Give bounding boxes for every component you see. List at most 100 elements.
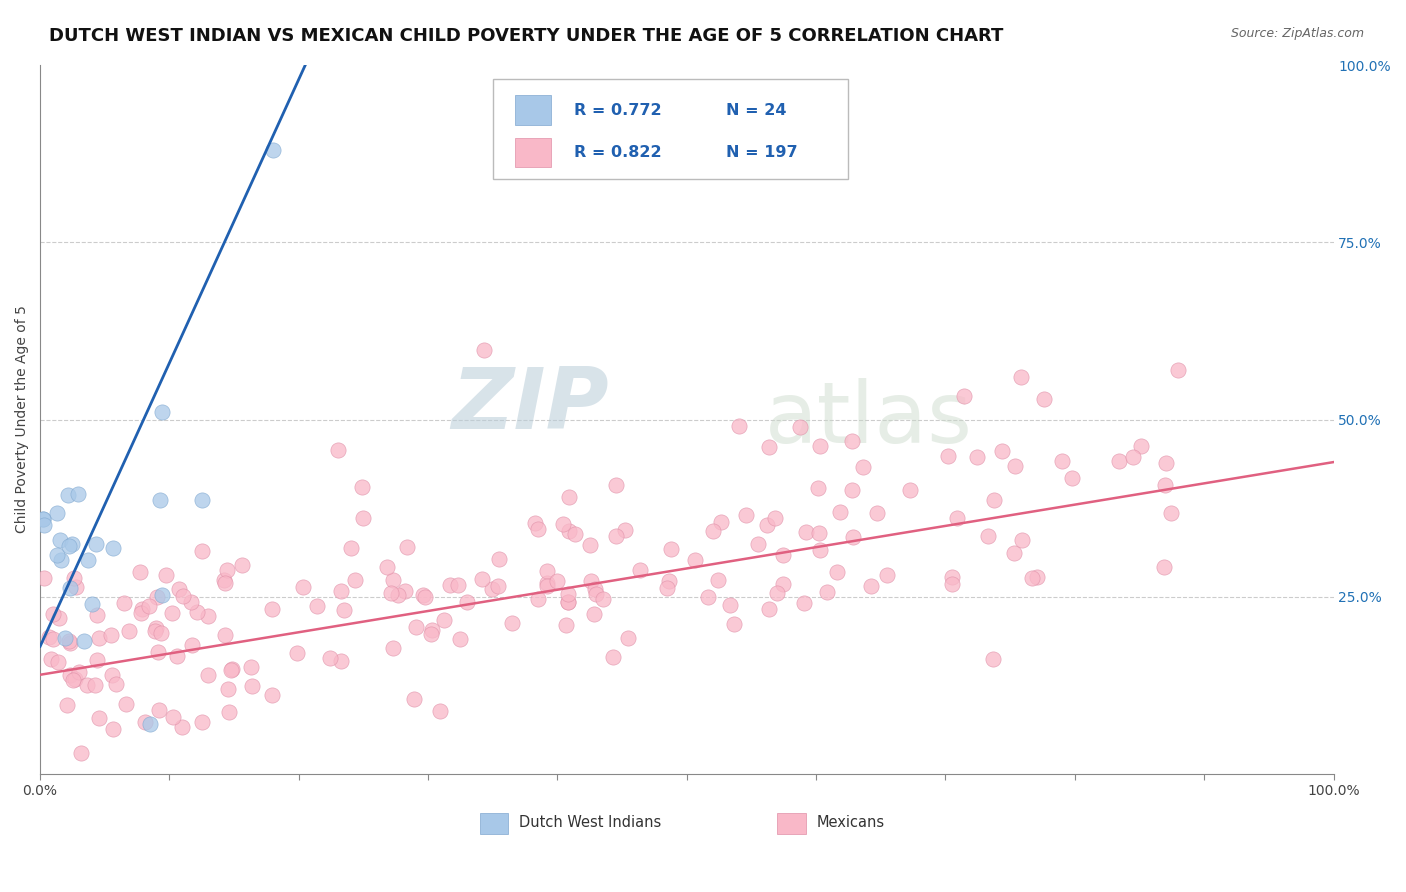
Point xyxy=(326,442,349,457)
Point xyxy=(150,626,173,640)
Point xyxy=(763,511,786,525)
Point xyxy=(1033,392,1056,407)
Point xyxy=(526,591,548,606)
Point xyxy=(191,714,214,729)
Point xyxy=(945,511,967,525)
Point xyxy=(131,602,153,616)
Point xyxy=(605,529,627,543)
Point xyxy=(380,586,402,600)
Point xyxy=(936,449,959,463)
Point xyxy=(86,653,108,667)
Point xyxy=(412,588,434,602)
Point xyxy=(143,624,166,638)
Point xyxy=(1026,570,1049,584)
Point xyxy=(613,523,636,537)
Point xyxy=(65,672,87,686)
Point xyxy=(579,538,602,552)
Point xyxy=(148,703,170,717)
Point xyxy=(180,595,202,609)
Point xyxy=(966,450,988,464)
Point xyxy=(181,638,204,652)
Point xyxy=(262,601,284,615)
Point xyxy=(332,603,354,617)
Point xyxy=(772,577,794,591)
Point xyxy=(766,586,789,600)
Point xyxy=(405,620,427,634)
Point xyxy=(396,541,419,555)
FancyBboxPatch shape xyxy=(778,813,806,834)
Point xyxy=(983,493,1005,508)
Point xyxy=(758,602,780,616)
Point xyxy=(114,697,136,711)
Point xyxy=(1154,456,1177,470)
Point xyxy=(592,591,614,606)
Point xyxy=(217,681,239,696)
Point xyxy=(146,645,169,659)
Point xyxy=(343,573,366,587)
Point xyxy=(702,524,724,538)
Point xyxy=(307,599,329,614)
Point xyxy=(381,641,404,656)
Point xyxy=(581,574,603,588)
Point xyxy=(32,512,55,526)
Point xyxy=(658,574,681,589)
Point xyxy=(1002,546,1025,560)
Point xyxy=(789,419,811,434)
Point xyxy=(747,536,769,550)
Point xyxy=(89,711,111,725)
Point xyxy=(76,678,98,692)
Point xyxy=(852,459,875,474)
Point xyxy=(86,608,108,623)
Point xyxy=(53,631,76,645)
Text: DUTCH WEST INDIAN VS MEXICAN CHILD POVERTY UNDER THE AGE OF 5 CORRELATION CHART: DUTCH WEST INDIAN VS MEXICAN CHILD POVER… xyxy=(49,27,1004,45)
Point xyxy=(860,579,883,593)
Point xyxy=(527,522,550,536)
Text: ZIP: ZIP xyxy=(451,364,609,447)
Point xyxy=(221,663,243,677)
Point xyxy=(212,573,235,587)
Point xyxy=(941,570,963,584)
Point xyxy=(62,673,84,688)
Point xyxy=(46,506,69,520)
Point xyxy=(56,488,79,502)
Point xyxy=(582,607,605,621)
Point xyxy=(214,575,236,590)
Point xyxy=(546,574,568,588)
Point xyxy=(808,439,831,453)
Point xyxy=(129,606,152,620)
Point xyxy=(62,537,84,551)
Point xyxy=(486,579,509,593)
Point xyxy=(793,596,815,610)
Point xyxy=(557,595,579,609)
Point xyxy=(329,654,352,668)
Point xyxy=(117,624,139,639)
Point xyxy=(167,582,190,596)
Point xyxy=(558,524,581,538)
Point xyxy=(866,506,889,520)
Point xyxy=(291,580,314,594)
Point xyxy=(190,544,212,558)
Point xyxy=(149,493,172,508)
Point xyxy=(1160,506,1182,520)
Point xyxy=(340,541,363,555)
Point xyxy=(46,655,69,669)
Point xyxy=(402,691,425,706)
Point xyxy=(1154,478,1177,492)
Point xyxy=(718,598,741,612)
FancyBboxPatch shape xyxy=(492,79,848,178)
Point xyxy=(723,617,745,632)
Point xyxy=(555,618,578,632)
Point xyxy=(551,516,574,531)
Point xyxy=(101,541,124,555)
Point xyxy=(1050,453,1073,467)
Point xyxy=(150,589,173,603)
Point xyxy=(481,582,503,597)
Point xyxy=(808,525,831,540)
Point xyxy=(564,527,586,541)
Point xyxy=(197,668,219,682)
Point xyxy=(239,659,262,673)
Point xyxy=(42,607,65,621)
Point xyxy=(375,560,398,574)
Point xyxy=(991,444,1014,458)
Point xyxy=(1011,533,1033,548)
